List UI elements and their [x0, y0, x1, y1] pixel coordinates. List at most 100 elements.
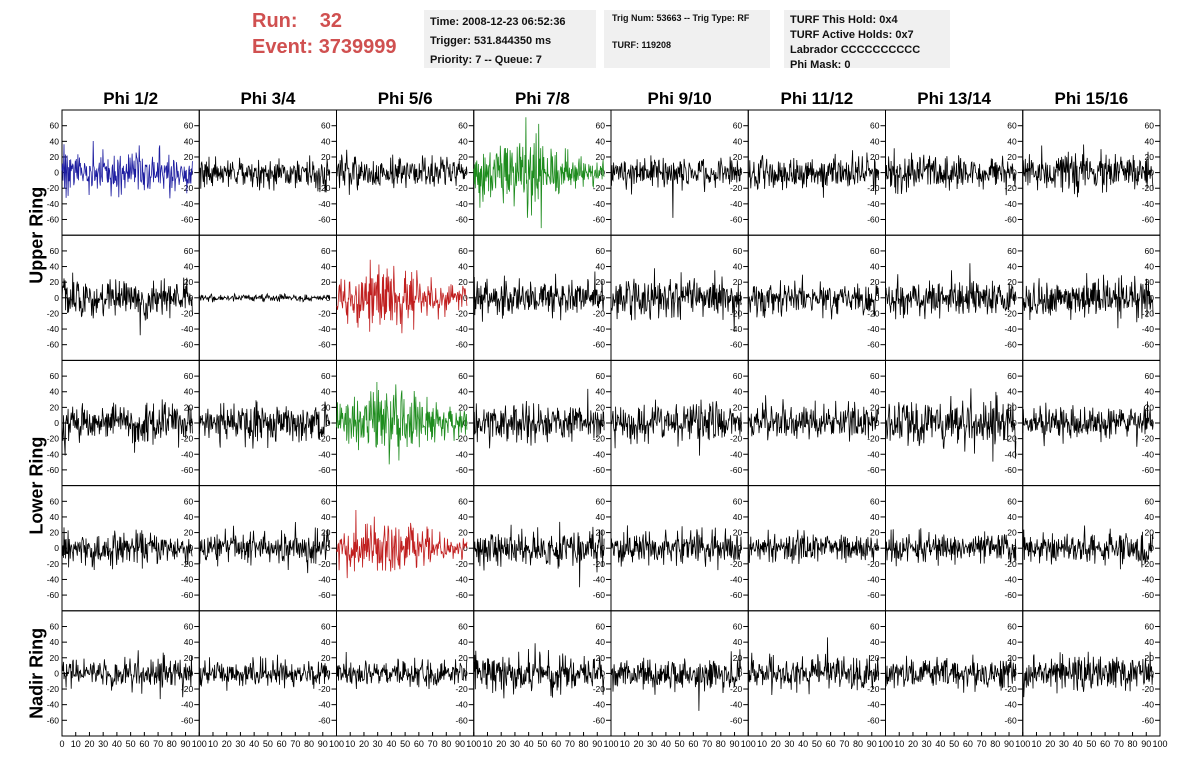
y-tick-label: -20 — [730, 434, 743, 444]
y-tick-label: 40 — [50, 262, 60, 272]
y-tick-label: 20 — [733, 653, 743, 663]
y-tick-label: -60 — [867, 590, 880, 600]
column-header-7: Phi 13/14 — [917, 89, 991, 108]
y-tick-label: -20 — [1004, 434, 1017, 444]
x-tick-label: 20 — [771, 739, 781, 749]
y-tick-label: 20 — [733, 402, 743, 412]
y-tick-label: 20 — [50, 277, 60, 287]
y-tick-label: -40 — [318, 700, 331, 710]
waveform-trace — [198, 521, 330, 574]
run-label: Run: — [252, 10, 298, 32]
y-tick-label: 40 — [1007, 262, 1017, 272]
y-tick-label: 20 — [596, 152, 606, 162]
waveform-trace — [61, 272, 193, 336]
y-tick-label: -20 — [47, 308, 60, 318]
waveform-trace — [336, 149, 468, 195]
y-tick-label: 60 — [321, 121, 331, 131]
y-tick-label: 40 — [458, 262, 468, 272]
x-tick-label: 40 — [798, 739, 808, 749]
y-tick-label: -20 — [593, 559, 606, 569]
x-tick-label: 30 — [922, 739, 932, 749]
y-tick-label: 0 — [600, 668, 605, 678]
y-tick-label: 20 — [184, 528, 194, 538]
x-tick-label: 40 — [524, 739, 534, 749]
y-tick-label: -40 — [593, 700, 606, 710]
y-tick-label: 20 — [50, 402, 60, 412]
run-value: 32 — [319, 10, 343, 32]
waveform-trace — [473, 117, 605, 229]
y-tick-label: 60 — [1007, 246, 1017, 256]
waveform-trace — [1022, 651, 1154, 698]
y-tick-label: 40 — [184, 136, 194, 146]
y-tick-label: 0 — [738, 668, 743, 678]
y-tick-label: -20 — [318, 434, 331, 444]
y-tick-label: 60 — [50, 371, 60, 381]
x-tick-label: 100 — [741, 739, 756, 749]
turf-hold-text: TURF This Hold: 0x4 — [790, 14, 898, 26]
y-tick-label: 60 — [1145, 496, 1155, 506]
y-tick-label: -40 — [730, 324, 743, 334]
column-header-5: Phi 9/10 — [647, 89, 711, 108]
x-tick-label: 30 — [235, 739, 245, 749]
y-tick-label: -40 — [593, 574, 606, 584]
trig-info-panel: Trig Num: 53663 -- Trig Type: RF TURF: 1… — [604, 10, 770, 68]
y-tick-label: 40 — [1145, 637, 1155, 647]
y-tick-label: 40 — [870, 512, 880, 522]
y-tick-label: -20 — [455, 183, 468, 193]
y-tick-label: 40 — [733, 387, 743, 397]
y-tick-label: 60 — [733, 121, 743, 131]
y-tick-label: -20 — [730, 684, 743, 694]
y-tick-label: 60 — [1145, 121, 1155, 131]
y-tick-label: -60 — [730, 715, 743, 725]
y-tick-label: -60 — [181, 590, 194, 600]
y-tick-label: 20 — [596, 653, 606, 663]
column-header-4: Phi 7/8 — [515, 89, 570, 108]
y-tick-label: -40 — [455, 574, 468, 584]
y-tick-label: 60 — [321, 246, 331, 256]
x-tick-label: 40 — [935, 739, 945, 749]
x-tick-label: 40 — [661, 739, 671, 749]
y-tick-label: 40 — [321, 637, 331, 647]
x-tick-label: 30 — [647, 739, 657, 749]
y-tick-label: -20 — [181, 684, 194, 694]
y-tick-label: -60 — [867, 214, 880, 224]
waveform-trace — [747, 529, 879, 565]
y-tick-label: -40 — [181, 449, 194, 459]
y-tick-label: -20 — [730, 308, 743, 318]
y-tick-label: 60 — [321, 622, 331, 632]
x-tick-label: 10 — [482, 739, 492, 749]
y-tick-label: 60 — [184, 246, 194, 256]
column-header-1: Phi 1/2 — [103, 89, 158, 108]
y-tick-label: -20 — [47, 559, 60, 569]
y-tick-label: -40 — [1004, 449, 1017, 459]
row-group-label-1: Upper Ring — [27, 187, 47, 284]
y-tick-label: -20 — [455, 308, 468, 318]
time-info-panel: Time: 2008-12-23 06:52:36 Trigger: 531.8… — [424, 10, 596, 68]
y-tick-label: 20 — [50, 528, 60, 538]
y-tick-label: -40 — [1142, 700, 1155, 710]
column-header-3: Phi 5/6 — [378, 89, 433, 108]
y-tick-label: 0 — [738, 418, 743, 428]
waveform-trace — [473, 521, 605, 588]
y-tick-label: 40 — [1145, 512, 1155, 522]
x-tick-label: 60 — [139, 739, 149, 749]
waveform-trace — [885, 263, 1017, 320]
y-tick-label: -60 — [730, 340, 743, 350]
y-tick-label: 40 — [733, 136, 743, 146]
labrador-text: Labrador CCCCCCCCCC — [790, 44, 921, 56]
x-tick-label: 80 — [304, 739, 314, 749]
y-tick-label: -20 — [1142, 684, 1155, 694]
phi-mask-text: Phi Mask: 0 — [790, 59, 851, 71]
y-tick-label: -20 — [593, 684, 606, 694]
y-tick-label: -20 — [593, 308, 606, 318]
y-tick-label: 60 — [1007, 622, 1017, 632]
y-tick-label: 40 — [870, 136, 880, 146]
y-tick-label: -60 — [455, 214, 468, 224]
y-tick-label: 0 — [875, 418, 880, 428]
x-tick-label: 20 — [633, 739, 643, 749]
y-tick-label: 40 — [733, 512, 743, 522]
y-tick-label: 60 — [458, 496, 468, 506]
y-tick-label: 0 — [463, 293, 468, 303]
y-tick-label: 0 — [463, 543, 468, 553]
y-tick-label: 20 — [458, 528, 468, 538]
